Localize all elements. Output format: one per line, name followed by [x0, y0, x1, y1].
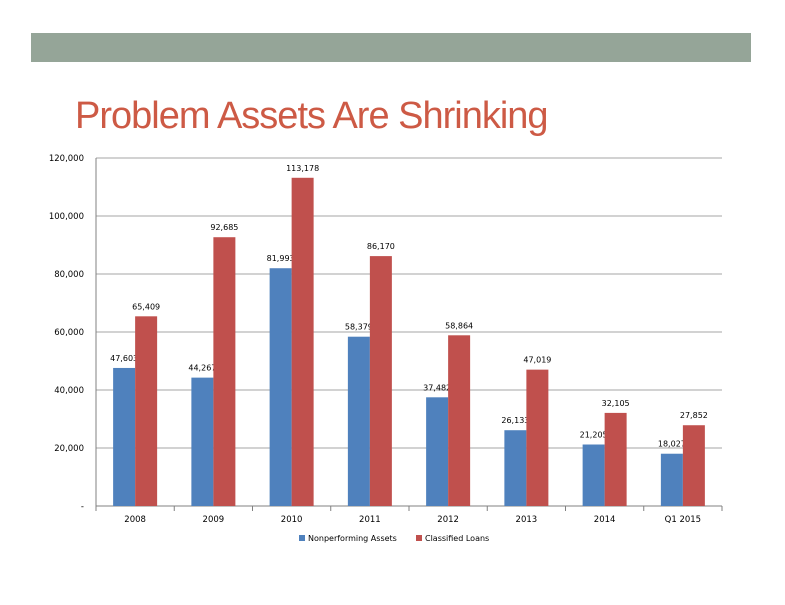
y-tick-label: 40,000	[54, 386, 84, 396]
bar-nonperforming-assets	[191, 377, 214, 506]
data-label: 26,133	[501, 416, 529, 425]
legend-swatch	[416, 535, 422, 541]
x-tick-label: 2011	[359, 515, 381, 525]
x-tick-label: 2012	[437, 515, 459, 525]
data-label: 47,019	[523, 356, 551, 365]
data-label: 65,409	[132, 302, 160, 311]
data-label: 81,993	[267, 254, 295, 263]
bar-nonperforming-assets	[426, 397, 449, 506]
bar-nonperforming-assets	[504, 430, 527, 506]
data-label: 86,170	[367, 242, 395, 251]
x-tick-label: 2013	[516, 515, 538, 525]
x-tick-label: 2014	[594, 515, 616, 525]
bar-classified-loans	[526, 369, 549, 506]
bar-classified-loans	[369, 256, 392, 506]
data-label: 58,864	[445, 321, 473, 330]
bar-nonperforming-assets	[113, 367, 136, 506]
bar-classified-loans	[682, 425, 705, 506]
y-tick-label: 100,000	[49, 212, 84, 222]
data-label: 92,685	[210, 223, 238, 232]
x-tick-label: 2008	[124, 515, 146, 525]
data-label: 32,105	[602, 399, 630, 408]
y-tick-label: -	[81, 502, 84, 512]
legend-label: Nonperforming Assets	[308, 534, 397, 543]
bar-classified-loans	[448, 335, 471, 506]
y-tick-label: 120,000	[49, 154, 84, 164]
data-label: 44,267	[188, 364, 216, 373]
x-tick-label: 2010	[281, 515, 303, 525]
y-tick-label: 60,000	[54, 328, 84, 338]
y-tick-label: 20,000	[54, 444, 84, 454]
data-label: 47,603	[110, 354, 138, 363]
data-label: 58,379	[345, 323, 373, 332]
header-band	[31, 33, 751, 62]
bar-nonperforming-assets	[347, 336, 370, 506]
bar-nonperforming-assets	[582, 444, 605, 506]
data-label: 37,482	[423, 383, 451, 392]
data-label: 18,027	[658, 440, 686, 449]
slide-title: Problem Assets Are Shrinking	[75, 95, 549, 137]
data-label: 27,852	[680, 411, 708, 420]
legend-label: Classified Loans	[425, 534, 489, 543]
bar-classified-loans	[135, 316, 158, 506]
legend-swatch	[299, 535, 305, 541]
y-tick-label: 80,000	[54, 270, 84, 280]
x-tick-label: 2009	[203, 515, 225, 525]
bar-nonperforming-assets	[660, 453, 683, 506]
bar-classified-loans	[604, 412, 627, 506]
bar-classified-loans	[213, 237, 236, 506]
data-label: 113,178	[286, 164, 319, 173]
x-tick-label: Q1 2015	[665, 515, 701, 525]
data-label: 21,205	[580, 431, 608, 440]
bar-classified-loans	[291, 177, 314, 506]
bar-nonperforming-assets	[269, 268, 292, 506]
